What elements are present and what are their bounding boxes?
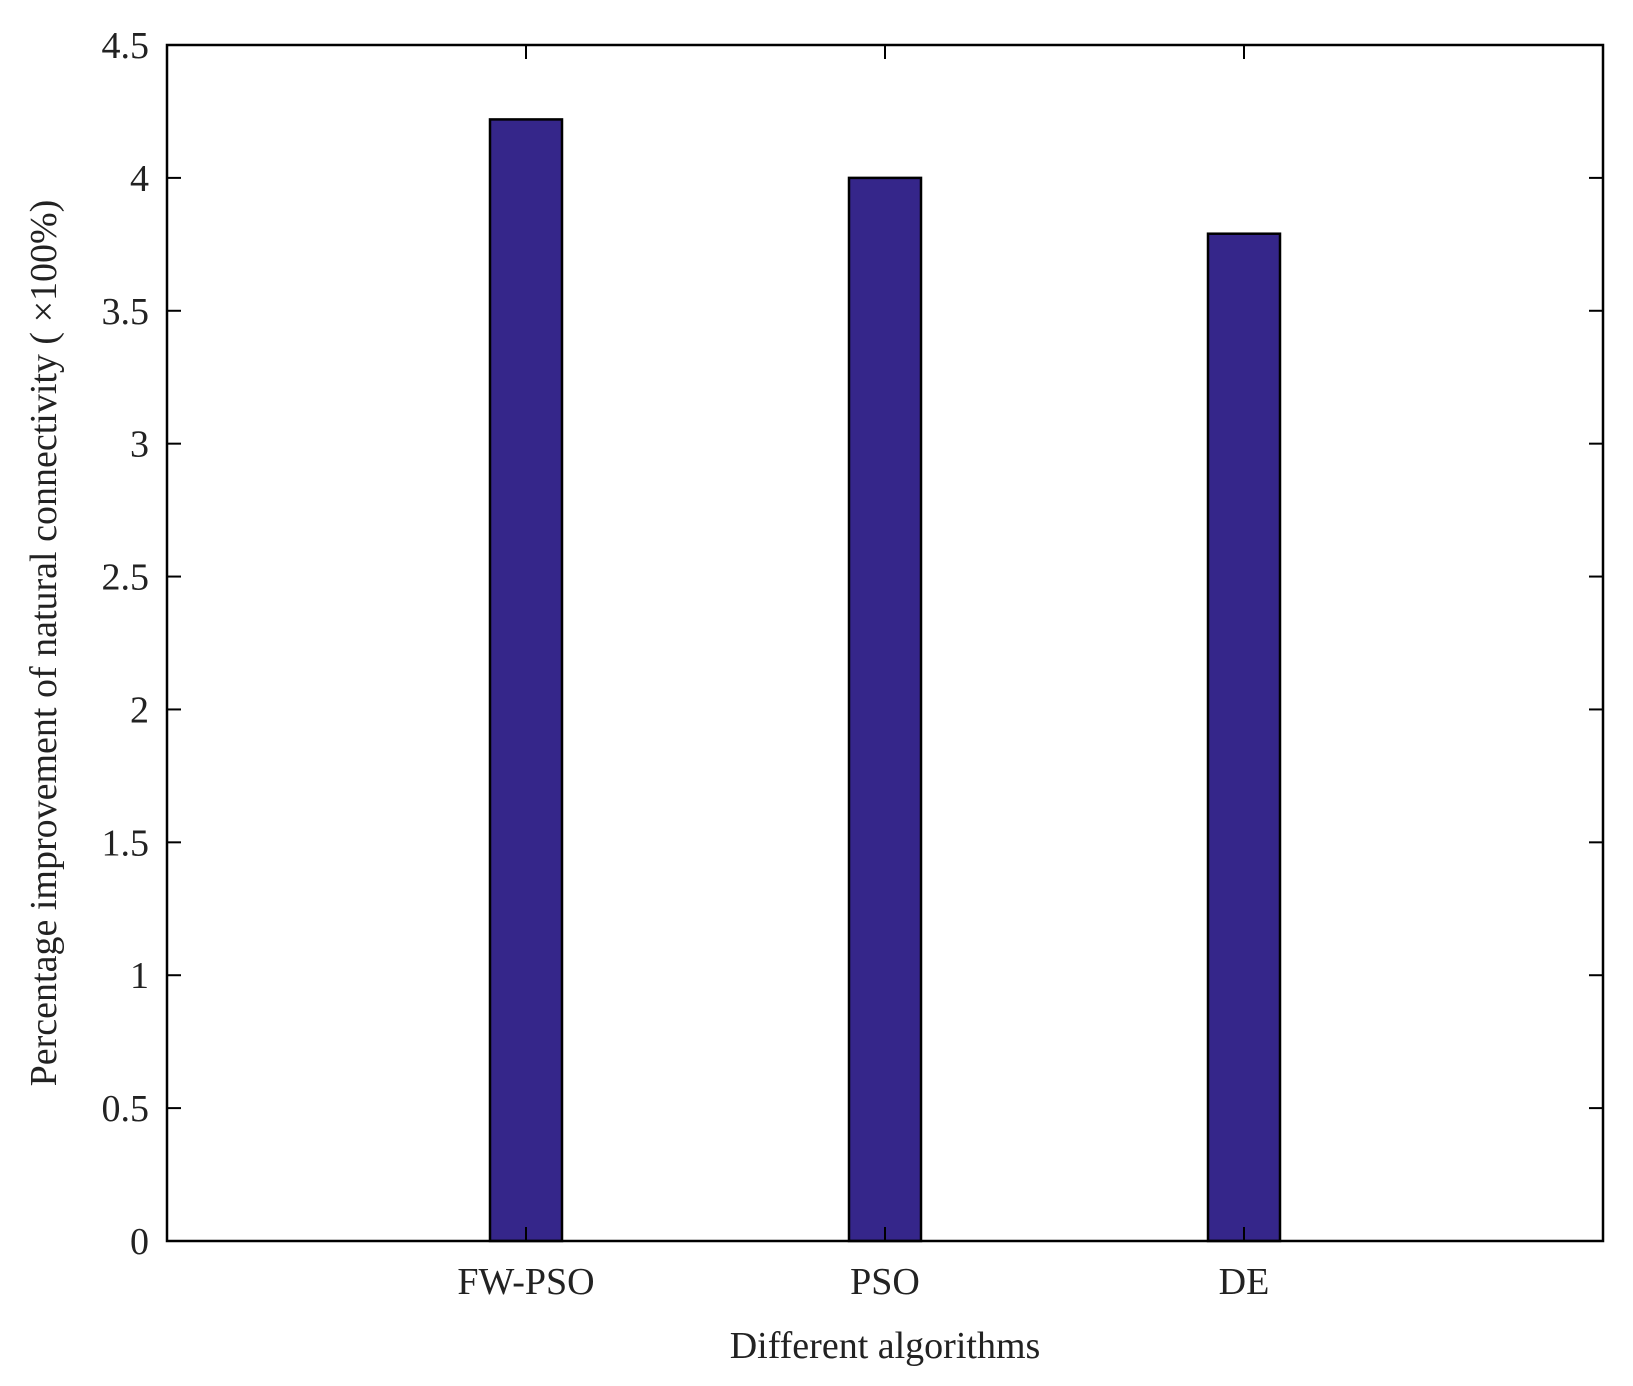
y-tick-label: 0 <box>130 1221 149 1263</box>
y-tick-label: 0.5 <box>102 1088 150 1130</box>
bar-de <box>1206 232 1282 1243</box>
x-tick-label: PSO <box>850 1261 920 1303</box>
y-tick-label: 4.5 <box>102 25 150 67</box>
y-tick-label: 4 <box>130 158 149 200</box>
y-axis-label: Percentage improvement of natural connec… <box>23 200 65 1087</box>
y-tick-label: 2.5 <box>102 557 150 599</box>
x-tick-labels: FW-PSO PSO DE <box>457 1261 1269 1303</box>
x-axis-label: Different algorithms <box>730 1325 1041 1367</box>
ticks <box>167 44 1603 1242</box>
y-tick-label: 2 <box>130 689 149 731</box>
y-tick-label: 3.5 <box>102 291 150 333</box>
y-tick-label: 3 <box>130 424 149 466</box>
y-tick-label: 1 <box>130 955 149 997</box>
bar-fw-pso <box>488 118 564 1243</box>
x-tick-label: FW-PSO <box>457 1261 594 1303</box>
bars <box>488 118 1282 1243</box>
y-tick-label: 1.5 <box>102 822 150 864</box>
x-tick-label: DE <box>1219 1261 1270 1303</box>
bar-pso <box>847 176 923 1243</box>
y-tick-labels: 0 0.5 1 1.5 2 2.5 3 3.5 4 4.5 <box>102 25 150 1263</box>
